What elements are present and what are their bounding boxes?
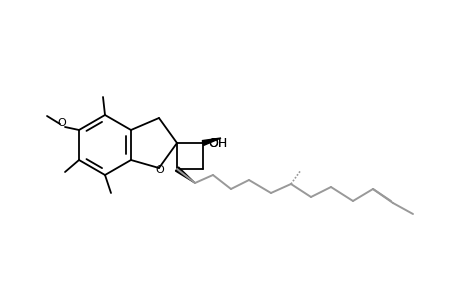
Text: OH: OH (207, 136, 227, 149)
Text: O: O (57, 118, 66, 128)
Polygon shape (175, 167, 195, 183)
Text: OH: OH (207, 136, 227, 149)
Text: O: O (155, 165, 164, 175)
Polygon shape (202, 138, 220, 146)
